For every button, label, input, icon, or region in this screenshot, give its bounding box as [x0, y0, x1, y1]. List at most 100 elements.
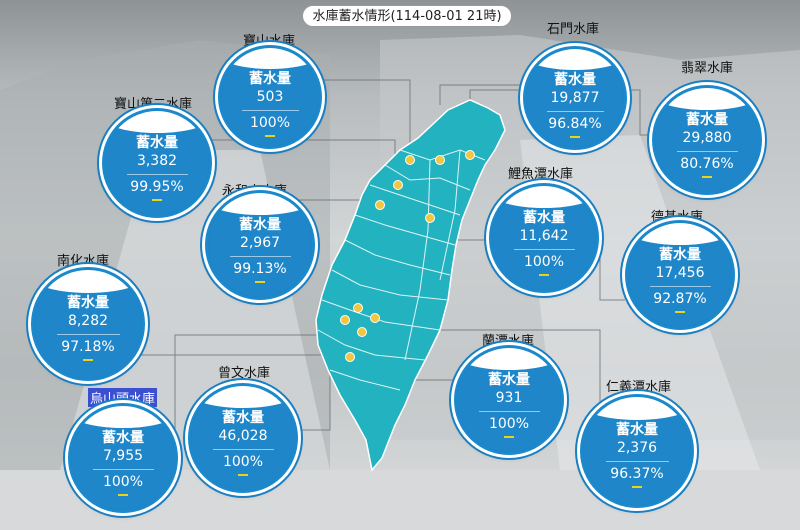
divider — [649, 286, 711, 287]
level-marker — [539, 274, 549, 276]
reservoir-name: 鯉魚潭水庫 — [508, 167, 574, 182]
storage-label: 蓄水量 — [67, 295, 109, 311]
storage-label: 蓄水量 — [136, 135, 178, 151]
divider — [92, 469, 154, 470]
storage-percent: 97.18% — [61, 339, 115, 355]
storage-volume: 931 — [495, 390, 523, 406]
wave-highlight — [221, 48, 319, 69]
storage-volume: 11,642 — [519, 228, 569, 244]
storage-volume: 17,456 — [655, 265, 705, 281]
reservoir-gauge[interactable]: 蓄水量 17,456 92.87% — [625, 220, 735, 330]
gauge-content: 蓄水量 931 100% — [457, 348, 561, 452]
storage-percent: 96.37% — [610, 466, 664, 482]
gauge-content: 蓄水量 2,967 99.13% — [208, 193, 312, 297]
gauge-content: 蓄水量 19,877 96.84% — [526, 49, 624, 147]
wave-highlight — [526, 49, 624, 70]
storage-percent: 99.95% — [130, 179, 184, 195]
storage-percent: 96.84% — [548, 116, 602, 132]
storage-volume: 46,028 — [218, 428, 268, 444]
reservoir-dot — [405, 155, 415, 165]
gauge-content: 蓄水量 29,880 80.76% — [655, 88, 759, 192]
reservoir-gauge[interactable]: 蓄水量 8,282 97.18% — [31, 267, 145, 381]
reservoir-name: 石門水庫 — [547, 22, 600, 37]
level-marker — [675, 311, 685, 313]
divider — [56, 334, 120, 335]
level-marker — [152, 199, 162, 201]
page-title: 水庫蓄水情形(114-08-01 21時) — [302, 5, 512, 27]
reservoir-dot — [340, 315, 350, 325]
reservoir-gauge[interactable]: 蓄水量 7,955 100% — [68, 403, 178, 513]
divider — [546, 111, 604, 112]
storage-label: 蓄水量 — [488, 372, 530, 388]
storage-label: 蓄水量 — [239, 217, 281, 233]
storage-percent: 100% — [523, 254, 565, 270]
wave-highlight — [492, 186, 596, 208]
storage-percent: 80.76% — [680, 156, 734, 172]
wave-highlight — [105, 111, 209, 133]
gauge-content: 蓄水量 11,642 100% — [492, 186, 596, 290]
level-marker — [118, 494, 128, 496]
reservoir-gauge[interactable]: 蓄水量 931 100% — [454, 345, 564, 455]
reservoir-dot — [435, 155, 445, 165]
storage-percent: 100% — [488, 416, 530, 432]
wave-highlight — [655, 88, 759, 110]
level-marker — [83, 359, 93, 361]
divider — [513, 249, 575, 250]
reservoir-name: 寶山水庫 — [243, 34, 296, 49]
level-marker — [632, 486, 642, 488]
storage-label: 蓄水量 — [523, 210, 565, 226]
divider — [229, 256, 291, 257]
reservoir-dot — [357, 327, 367, 337]
level-marker — [255, 281, 265, 283]
reservoir-name: 曾文水庫 — [218, 366, 271, 381]
level-marker — [570, 136, 580, 138]
storage-volume: 503 — [256, 89, 284, 105]
reservoir-dot — [345, 352, 355, 362]
gauge-content: 蓄水量 17,456 92.87% — [628, 223, 732, 327]
reservoir-name: 仁義潭水庫 — [606, 380, 672, 395]
reservoir-dot — [353, 303, 363, 313]
reservoir-gauge[interactable]: 蓄水量 2,967 99.13% — [205, 190, 315, 300]
storage-label: 蓄水量 — [659, 247, 701, 263]
divider — [478, 411, 540, 412]
reservoir-dot — [393, 180, 403, 190]
wave-highlight — [34, 270, 142, 293]
reservoir-gauge[interactable]: 蓄水量 3,382 99.95% — [102, 108, 212, 218]
reservoir-gauge[interactable]: 蓄水量 11,642 100% — [489, 183, 599, 293]
wave-highlight — [457, 348, 561, 370]
reservoir-name: 寶山第二水庫 — [114, 97, 193, 112]
reservoir-name: 蘭潭水庫 — [482, 334, 535, 349]
storage-volume: 8,282 — [67, 313, 109, 329]
reservoir-name: 翡翠水庫 — [681, 61, 734, 76]
reservoir-dot — [425, 213, 435, 223]
storage-volume: 3,382 — [136, 153, 178, 169]
storage-percent: 92.87% — [653, 291, 707, 307]
level-marker — [238, 474, 248, 476]
level-marker — [504, 436, 514, 438]
gauge-content: 蓄水量 2,376 96.37% — [583, 397, 691, 505]
reservoir-name: 南化水庫 — [57, 254, 110, 269]
reservoir-gauge[interactable]: 蓄水量 46,028 100% — [188, 383, 298, 493]
storage-percent: 100% — [102, 474, 144, 490]
gauge-content: 蓄水量 8,282 97.18% — [34, 270, 142, 378]
reservoir-name-selected[interactable]: 烏山頭水庫 — [88, 388, 158, 407]
divider — [605, 461, 669, 462]
divider — [126, 174, 188, 175]
reservoir-gauge[interactable]: 蓄水量 2,376 96.37% — [580, 394, 694, 508]
reservoir-gauge[interactable]: 蓄水量 29,880 80.76% — [652, 85, 762, 195]
reservoir-dot — [465, 150, 475, 160]
divider — [212, 449, 274, 450]
wave-highlight — [628, 223, 732, 245]
reservoir-dot — [370, 313, 380, 323]
gauge-content: 蓄水量 46,028 100% — [191, 386, 295, 490]
reservoir-gauge[interactable]: 蓄水量 19,877 96.84% — [523, 46, 627, 150]
storage-volume: 29,880 — [682, 130, 732, 146]
storage-percent: 100% — [222, 454, 264, 470]
gauge-content: 蓄水量 7,955 100% — [71, 406, 175, 510]
reservoir-gauge[interactable]: 蓄水量 503 100% — [218, 45, 322, 149]
wave-highlight — [583, 397, 691, 420]
storage-percent: 99.13% — [233, 261, 287, 277]
storage-label: 蓄水量 — [249, 71, 291, 87]
